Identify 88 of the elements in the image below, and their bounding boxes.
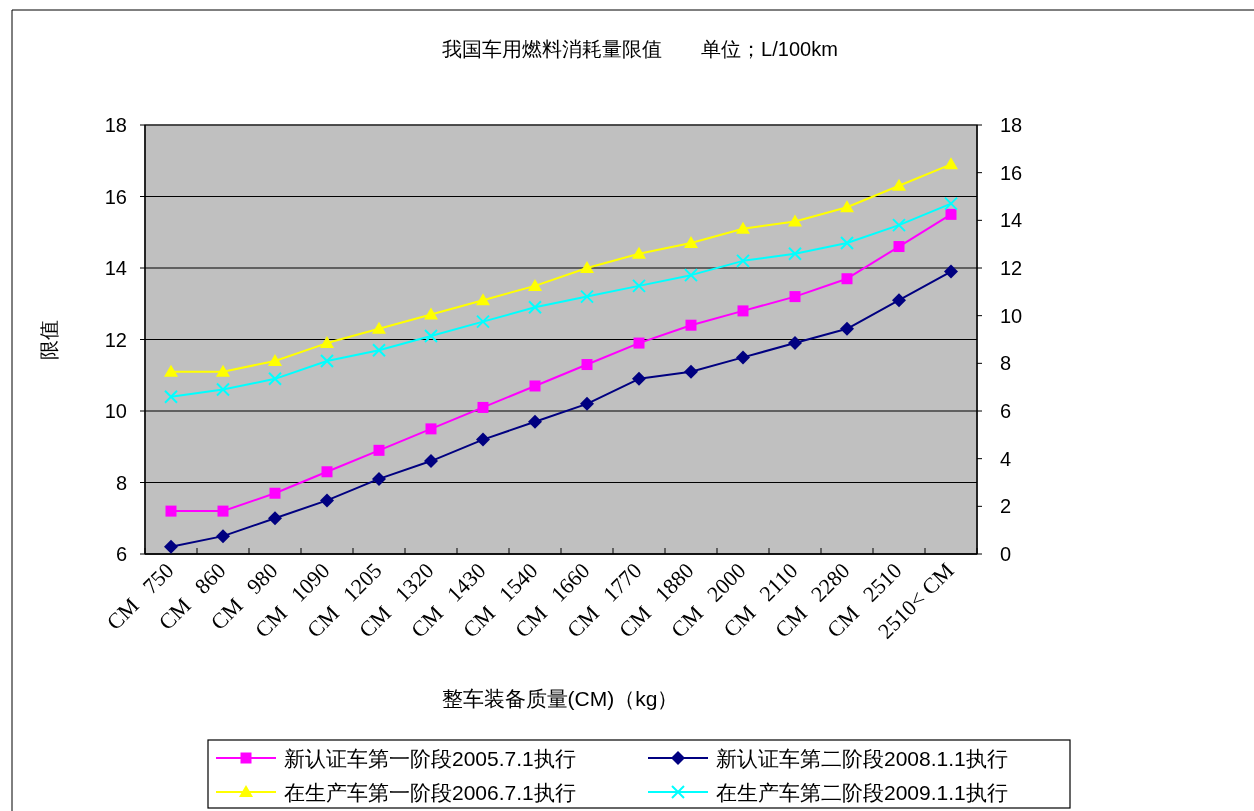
point (217, 505, 229, 517)
y2-tick-label: 14 (1000, 209, 1023, 232)
point (684, 268, 698, 283)
point (476, 293, 490, 306)
y-tick-label: 18 (104, 114, 127, 136)
y2-tick-label: 6 (1000, 400, 1012, 422)
point (581, 359, 593, 371)
point (893, 241, 905, 253)
y2-tick-label: 2 (1000, 495, 1012, 518)
point (268, 511, 282, 526)
point (840, 321, 854, 336)
point (685, 319, 697, 331)
point (164, 389, 178, 404)
point (268, 371, 282, 386)
legend-label: 在生产车第二阶段2009.1.1执行 (716, 781, 1008, 804)
chart-title: 我国车用燃料消耗量限值 单位；L/100km (442, 38, 838, 60)
point (632, 278, 646, 293)
y2-tick-label: 16 (1000, 161, 1023, 184)
y2-tick-label: 10 (1000, 304, 1023, 327)
legend-label: 在生产车第一阶段2006.7.1执行 (284, 781, 576, 804)
y-tick-label: 8 (115, 471, 127, 494)
point (788, 336, 802, 351)
y2-tick-label: 0 (1000, 543, 1012, 565)
point (373, 444, 385, 456)
point (477, 401, 489, 413)
point (320, 493, 334, 508)
point (788, 214, 802, 227)
point (892, 218, 906, 233)
y-tick-label: 16 (104, 185, 127, 208)
point (945, 208, 957, 220)
point (632, 371, 646, 386)
point (424, 328, 438, 343)
point (892, 293, 906, 308)
point (268, 353, 282, 366)
point (424, 307, 438, 320)
y-tick-label: 14 (104, 257, 127, 279)
point (216, 529, 230, 544)
y2-tick-label: 8 (1000, 352, 1012, 375)
x-axis-title: 整车装备质量(CM)（kg） (441, 687, 679, 710)
point (528, 278, 542, 291)
point (269, 487, 281, 499)
point (944, 196, 958, 211)
point (580, 396, 594, 411)
point (321, 466, 333, 478)
point (164, 364, 178, 377)
point (216, 364, 230, 377)
point (425, 423, 437, 435)
point (736, 221, 750, 234)
point (736, 350, 750, 365)
y2-tick-label: 4 (1000, 447, 1012, 470)
point (789, 291, 801, 303)
point (580, 261, 594, 273)
point (840, 235, 854, 250)
point (529, 380, 541, 392)
point (476, 432, 490, 447)
legend-label: 新认证车第二阶段2008.1.1执行 (716, 747, 1008, 770)
point (840, 200, 854, 213)
point (684, 235, 698, 248)
point (684, 364, 698, 379)
y-axis-title: 限值 (38, 320, 60, 360)
point (165, 505, 177, 517)
point (580, 289, 594, 304)
point (632, 246, 646, 259)
y2-tick-label: 12 (1000, 257, 1023, 279)
y2-tick-label: 18 (1000, 114, 1023, 136)
point (737, 305, 749, 317)
point (528, 414, 542, 429)
y-tick-label: 12 (104, 328, 127, 351)
point (164, 539, 178, 554)
point (944, 157, 958, 170)
y-tick-label: 6 (115, 543, 127, 565)
point (788, 246, 802, 261)
point (372, 471, 386, 486)
point (372, 343, 386, 358)
point (944, 264, 958, 279)
point (528, 300, 542, 315)
legend-label: 新认证车第一阶段2005.7.1执行 (284, 747, 576, 770)
point (841, 273, 853, 285)
point (736, 253, 750, 268)
point (424, 454, 438, 469)
point (320, 353, 334, 368)
point (633, 337, 645, 349)
point (320, 336, 334, 349)
point (892, 178, 906, 191)
point (216, 382, 230, 397)
point (476, 314, 490, 329)
point (372, 321, 386, 334)
y-tick-label: 10 (104, 400, 127, 422)
